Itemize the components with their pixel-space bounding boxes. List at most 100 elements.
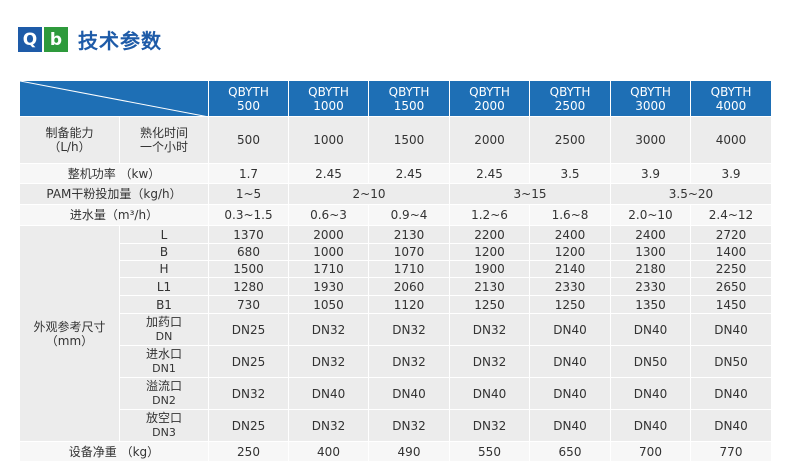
dimension-value: 2650 [690, 277, 772, 296]
port-value: DN32 [288, 409, 369, 442]
dimension-value: 1450 [690, 295, 772, 314]
section-title: 技术参数 [78, 29, 162, 53]
weight-value: 490 [368, 441, 450, 462]
port-value: DN40 [610, 313, 691, 346]
pam-value: 1~5 [208, 183, 289, 205]
dimension-value: 1370 [208, 225, 289, 244]
dimension-value: 1070 [368, 243, 450, 261]
port-row: 进水口 DN1 DN25 DN32 DN32 DN32 DN40 DN50 DN5… [20, 345, 772, 378]
port-value: DN40 [529, 345, 611, 378]
dimension-value: 2720 [690, 225, 772, 244]
pam-row: PAM干粉投加量（kg/h） 1~5 2~10 3~15 3.5~20 [19, 183, 772, 205]
inflow-value: 2.4~12 [690, 204, 772, 226]
pam-label: PAM干粉投加量（kg/h） [19, 183, 209, 205]
dimension-value: 1350 [610, 295, 691, 314]
dimension-value: 2400 [610, 225, 691, 244]
port-value: DN40 [449, 377, 530, 410]
port-name: 进水口 DN1 [119, 345, 209, 378]
section-badge-q: Q [18, 27, 42, 52]
dimension-value: 1500 [208, 260, 289, 278]
port-value: DN40 [529, 313, 611, 346]
port-name: 加药口 DN [119, 313, 209, 346]
dimension-value: 2250 [690, 260, 772, 278]
port-value: DN25 [208, 313, 289, 346]
weight-row: 设备净重 （kg） 250 400 490 550 650 700 770 [19, 441, 772, 462]
dimension-value: 1710 [288, 260, 369, 278]
inflow-value: 2.0~10 [610, 204, 691, 226]
power-value: 3.9 [690, 163, 772, 184]
power-value: 3.9 [610, 163, 691, 184]
model-header: QBYTH 2000 [449, 80, 530, 117]
dimension-value: 2180 [610, 260, 691, 278]
dimension-value: 1300 [610, 243, 691, 261]
dimension-value: 2140 [529, 260, 611, 278]
dimension-row: H 1500 1710 1710 1900 2140 2180 2250 [20, 260, 772, 278]
power-value: 3.5 [529, 163, 611, 184]
port-value: DN32 [368, 313, 450, 346]
inflow-label: 进水量（m³/h） [19, 204, 209, 226]
inflow-value: 1.2~6 [449, 204, 530, 226]
port-value: DN32 [449, 345, 530, 378]
capacity-sublabel: 熟化时间 一个小时 [119, 116, 209, 164]
dimension-name: B1 [119, 295, 209, 314]
power-value: 2.45 [449, 163, 530, 184]
weight-label: 设备净重 （kg） [19, 441, 209, 462]
dimension-value: 1000 [288, 243, 369, 261]
dimension-value: 1200 [449, 243, 530, 261]
dimension-value: 1250 [449, 295, 530, 314]
diagonal-line [20, 81, 209, 117]
model-header: QBYTH 4000 [690, 80, 772, 117]
port-value: DN40 [690, 377, 772, 410]
port-value: DN40 [288, 377, 369, 410]
inflow-value: 0.9~4 [368, 204, 450, 226]
port-value: DN50 [610, 345, 691, 378]
capacity-value: 1500 [368, 116, 450, 164]
capacity-value: 4000 [690, 116, 772, 164]
port-value: DN25 [208, 409, 289, 442]
port-value: DN40 [368, 377, 450, 410]
dimension-name: L [119, 225, 209, 244]
dimension-value: 2330 [529, 277, 611, 296]
dimension-value: 1400 [690, 243, 772, 261]
dimension-value: 2060 [368, 277, 450, 296]
dimension-value: 1120 [368, 295, 450, 314]
weight-value: 700 [610, 441, 691, 462]
capacity-value: 500 [208, 116, 289, 164]
port-value: DN50 [690, 345, 772, 378]
dimension-value: 2000 [288, 225, 369, 244]
power-value: 2.45 [368, 163, 450, 184]
model-header: QBYTH 1500 [368, 80, 450, 117]
inflow-row: 进水量（m³/h） 0.3~1.5 0.6~3 0.9~4 1.2~6 1.6~… [19, 204, 772, 226]
dimension-value: 1250 [529, 295, 611, 314]
dimension-name: H [119, 260, 209, 278]
spec-table: QBYTH 500 QBYTH 1000 QBYTH 1500 QBYTH 2000 Q… [19, 80, 772, 462]
pam-value: 3.5~20 [610, 183, 772, 205]
dimension-name: B [119, 243, 209, 261]
dimension-label: 外观参考尺寸 （mm） [19, 225, 120, 442]
port-row: 加药口 DN DN25 DN32 DN32 DN32 DN40 DN40 DN40 [20, 313, 772, 346]
power-label: 整机功率 （kw） [19, 163, 209, 184]
weight-value: 650 [529, 441, 611, 462]
section-badge-b: b [44, 27, 68, 52]
weight-value: 250 [208, 441, 289, 462]
dimension-value: 1930 [288, 277, 369, 296]
dimension-name: L1 [119, 277, 209, 296]
port-value: DN32 [288, 313, 369, 346]
dimension-value: 1900 [449, 260, 530, 278]
power-value: 2.45 [288, 163, 369, 184]
model-header: QBYTH 2500 [529, 80, 611, 117]
port-value: DN32 [368, 345, 450, 378]
capacity-label: 制备能力 （L/h） [19, 116, 120, 164]
dimension-value: 2200 [449, 225, 530, 244]
weight-value: 550 [449, 441, 530, 462]
port-name: 放空口 DN3 [119, 409, 209, 442]
model-header-row: QBYTH 500 QBYTH 1000 QBYTH 1500 QBYTH 2000 Q… [19, 80, 772, 117]
dimension-value: 2400 [529, 225, 611, 244]
dimension-value: 2130 [449, 277, 530, 296]
model-header: QBYTH 3000 [610, 80, 691, 117]
model-header: QBYTH 1000 [288, 80, 369, 117]
port-value: DN40 [529, 409, 611, 442]
power-value: 1.7 [208, 163, 289, 184]
inflow-value: 0.3~1.5 [208, 204, 289, 226]
capacity-value: 3000 [610, 116, 691, 164]
